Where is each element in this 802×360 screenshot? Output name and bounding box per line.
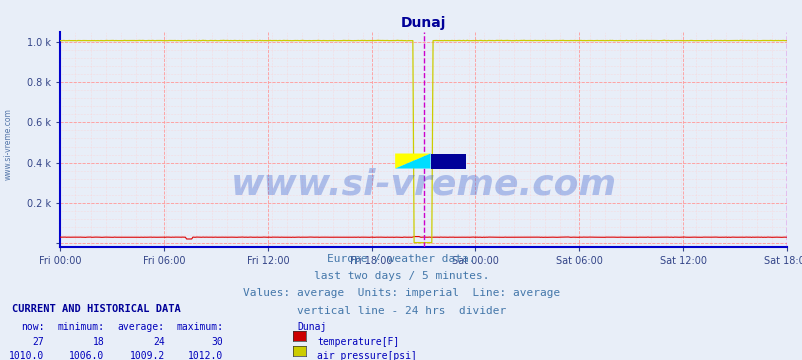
Text: 24: 24 (152, 337, 164, 347)
Text: last two days / 5 minutes.: last two days / 5 minutes. (314, 271, 488, 281)
Text: 18: 18 (92, 337, 104, 347)
Text: Europe / weather data.: Europe / weather data. (327, 254, 475, 264)
Text: air pressure[psi]: air pressure[psi] (317, 351, 416, 360)
Text: 27: 27 (32, 337, 44, 347)
Text: Values: average  Units: imperial  Line: average: Values: average Units: imperial Line: av… (242, 288, 560, 298)
Text: 1010.0: 1010.0 (9, 351, 44, 360)
Text: now:: now: (21, 322, 44, 332)
Text: maximum:: maximum: (176, 322, 223, 332)
Text: 1009.2: 1009.2 (129, 351, 164, 360)
Text: www.si-vreme.com: www.si-vreme.com (3, 108, 13, 180)
Text: www.si-vreme.com: www.si-vreme.com (231, 167, 617, 202)
Polygon shape (430, 153, 465, 168)
Text: temperature[F]: temperature[F] (317, 337, 399, 347)
Text: 30: 30 (211, 337, 223, 347)
Text: 1006.0: 1006.0 (69, 351, 104, 360)
Text: average:: average: (117, 322, 164, 332)
Polygon shape (395, 153, 430, 168)
Text: 1012.0: 1012.0 (188, 351, 223, 360)
Text: minimum:: minimum: (57, 322, 104, 332)
Polygon shape (395, 153, 430, 168)
Title: Dunaj: Dunaj (400, 16, 446, 30)
Text: CURRENT AND HISTORICAL DATA: CURRENT AND HISTORICAL DATA (12, 304, 180, 314)
Text: vertical line - 24 hrs  divider: vertical line - 24 hrs divider (297, 306, 505, 316)
Text: Dunaj: Dunaj (297, 322, 326, 332)
